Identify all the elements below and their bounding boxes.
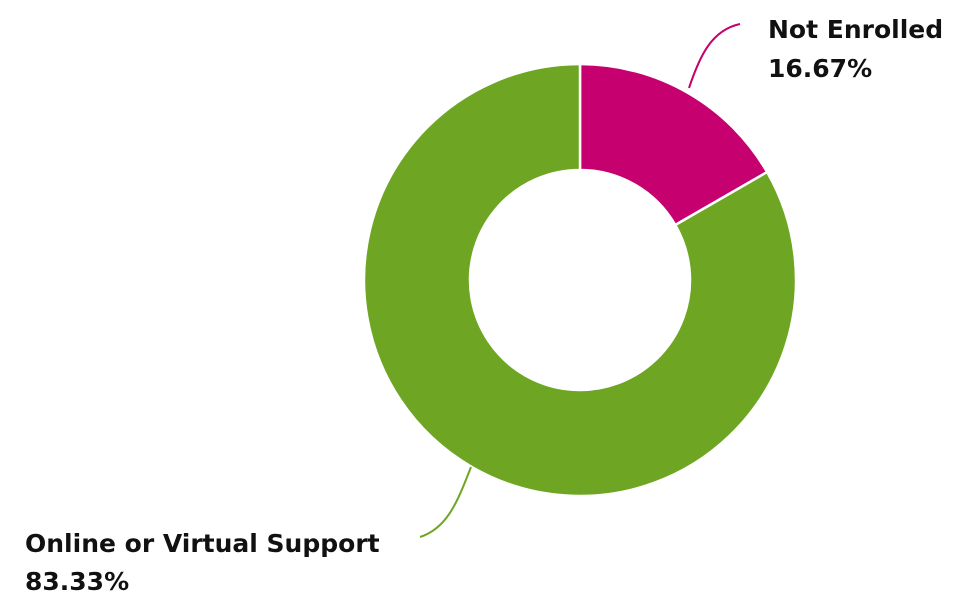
donut-slice-online-or-virtual-support xyxy=(362,62,798,498)
slice-label-online-virtual-support: Online or Virtual Support xyxy=(25,529,380,558)
slice-label-not-enrolled: Not Enrolled xyxy=(768,15,943,44)
slice-value-online-virtual-support: 83.33% xyxy=(25,567,129,595)
slice-value-not-enrolled: 16.67% xyxy=(768,54,872,83)
donut-slices xyxy=(362,62,798,498)
leader-line-not-enrolled xyxy=(688,23,741,89)
label-not-enrolled: Not Enrolled 16.67% xyxy=(688,15,943,89)
donut-slice-not-enrolled xyxy=(578,62,769,227)
label-online-virtual-support: Online or Virtual Support 83.33% xyxy=(25,466,472,595)
leader-line-online-virtual-support xyxy=(419,466,472,538)
